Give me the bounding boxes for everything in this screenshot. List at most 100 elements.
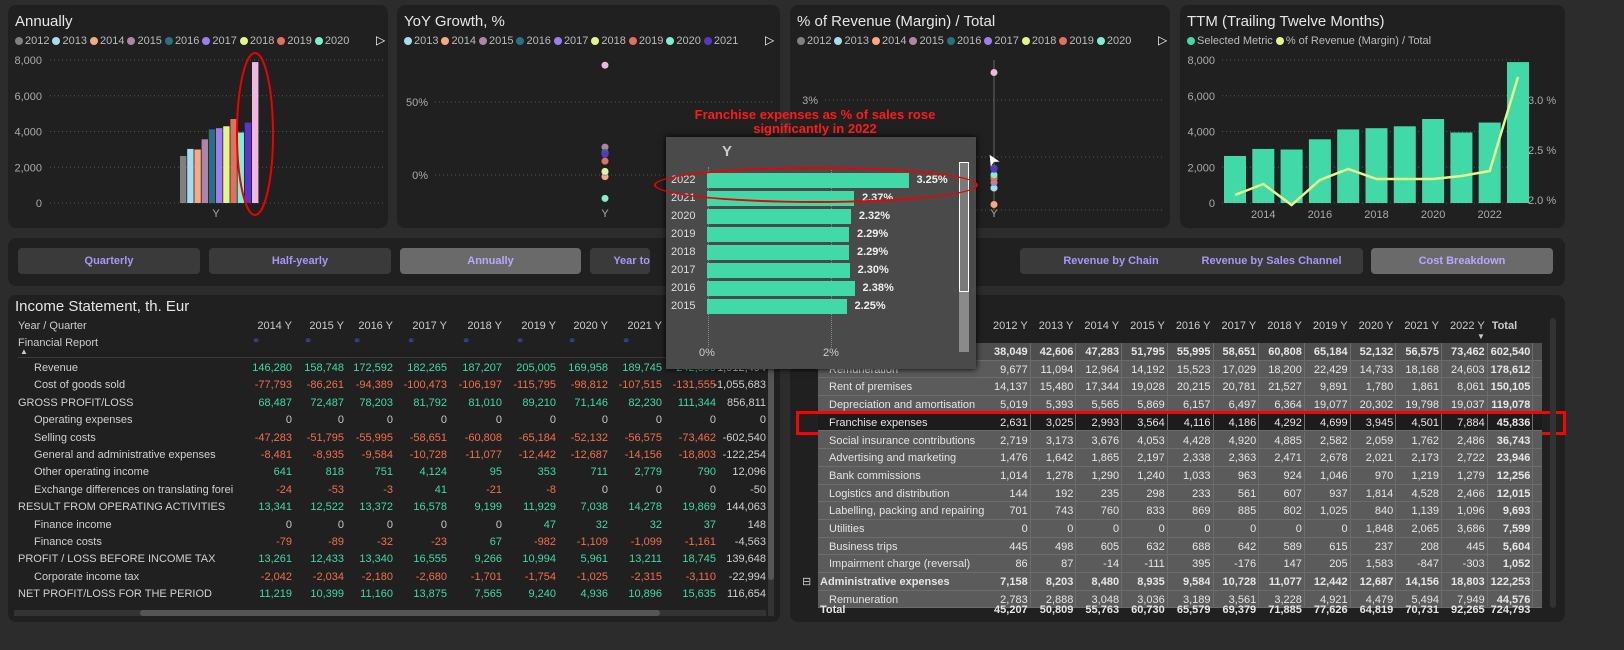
drill-link-icon[interactable]: ⚭ (304, 336, 313, 347)
button-revenue-by-chain[interactable]: Revenue by Chain (1020, 248, 1202, 274)
drill-link-icon[interactable]: ⚭ (353, 336, 362, 347)
legend-item[interactable]: 2014 (441, 35, 476, 47)
legend-item[interactable]: 2018 (239, 35, 275, 47)
button-half-yearly[interactable]: Half-yearly (209, 248, 391, 274)
drill-link-icon[interactable]: ⚭ (516, 336, 525, 347)
legend-item[interactable]: 2020 (314, 35, 349, 47)
legend-item[interactable]: 2014 (89, 35, 124, 47)
value-cell: 119,078 (1491, 399, 1531, 412)
table-row[interactable] (818, 484, 1542, 503)
col-header[interactable]: 2019 Y (1312, 320, 1348, 332)
legend-item[interactable]: 2013 (834, 35, 869, 47)
value-cell: -12,687 (570, 449, 608, 461)
value-cell: 150,105 (1490, 381, 1531, 394)
table-row[interactable] (818, 590, 1542, 609)
table-row[interactable] (818, 413, 1542, 432)
legend-item[interactable]: 2017 (984, 35, 1019, 47)
legend-item[interactable]: 2013 (52, 35, 87, 47)
legend-next-arrow-icon[interactable]: ▷ (765, 33, 775, 47)
legend-item[interactable]: Selected Metric (1187, 35, 1273, 47)
button-year-to[interactable]: Year to (590, 248, 650, 274)
legend-item[interactable]: 2015 (909, 35, 944, 47)
scrollbar-thumb[interactable] (768, 330, 774, 580)
legend-item[interactable]: 2017 (553, 35, 588, 47)
legend-item[interactable]: 2014 (871, 35, 906, 47)
button-annually[interactable]: Annually (400, 248, 581, 274)
table-row[interactable] (818, 520, 1542, 538)
table-row[interactable] (818, 449, 1542, 467)
table-row[interactable] (818, 502, 1542, 520)
col-header[interactable]: 2020 Y (573, 320, 608, 332)
legend-item[interactable]: 2019 (628, 35, 663, 47)
col-header[interactable]: 2020 Y (1358, 320, 1394, 332)
table-row[interactable] (818, 378, 1542, 397)
col-header[interactable]: 2017 Y (412, 320, 447, 332)
legend-label: 2018 (249, 35, 275, 47)
col-header[interactable]: 2012 Y (993, 320, 1028, 332)
col-header[interactable]: 2021 Y (627, 320, 662, 332)
drill-link-icon[interactable]: ⚭ (407, 336, 416, 347)
button-cost-breakdown[interactable]: Cost Breakdown (1371, 248, 1553, 274)
col-divider (1166, 431, 1168, 450)
col-header[interactable]: 2013 Y (1038, 320, 1074, 332)
legend-next-arrow-icon[interactable]: ▷ (376, 33, 386, 47)
col-header[interactable]: 2015 Y (309, 320, 344, 332)
legend-item[interactable]: 2016 (164, 35, 199, 47)
legend-item[interactable]: 2012 (797, 35, 831, 47)
col-header[interactable]: 2018 Y (1267, 320, 1302, 332)
legend-item[interactable]: 2017 (202, 35, 237, 47)
legend-item[interactable]: 2015 (127, 35, 162, 47)
table-row[interactable] (818, 360, 1542, 379)
legend-item[interactable]: 2013 (404, 35, 438, 47)
collapse-icon[interactable]: ⊟ (802, 576, 812, 589)
value-cell: 2,719 (1000, 434, 1028, 447)
col-header[interactable]: 2018 Y (467, 320, 502, 332)
table-row[interactable] (818, 537, 1542, 556)
drill-link-icon[interactable]: ⚭ (252, 336, 261, 347)
button-revenue-by-sales-channel[interactable]: Revenue by Sales Channel (1180, 248, 1363, 274)
vertical-scrollbar[interactable] (1550, 318, 1556, 608)
sort-asc-icon[interactable]: ▲ (20, 347, 28, 356)
table-row[interactable] (818, 466, 1542, 485)
col-header[interactable]: 2019 Y (521, 320, 556, 332)
legend-dot-icon (1187, 37, 1195, 45)
legend-item[interactable]: 2019 (277, 35, 312, 47)
legend-item[interactable]: 2012 (15, 35, 49, 47)
legend-item[interactable]: 2020 (666, 35, 701, 47)
legend-item[interactable]: 2015 (478, 35, 513, 47)
drill-link-icon[interactable]: ⚭ (622, 336, 631, 347)
col-header[interactable]: Total (1491, 320, 1518, 332)
legend-item[interactable]: 2018 (1021, 35, 1056, 47)
scrollbar-thumb[interactable] (140, 610, 660, 616)
drill-link-icon[interactable]: ⚭ (462, 336, 471, 347)
legend-item[interactable]: % of Revenue (Margin) / Total (1275, 35, 1431, 47)
legend-item[interactable]: 2021 (703, 35, 738, 47)
col-header[interactable]: 2016 Y (1175, 320, 1211, 332)
col-header[interactable]: 2014 Y (1084, 320, 1120, 332)
table-row[interactable] (818, 555, 1542, 574)
table-row[interactable] (818, 431, 1542, 450)
legend-next-arrow-icon[interactable]: ▷ (1158, 33, 1168, 47)
col-header[interactable]: 2017 Y (1221, 320, 1257, 332)
value-cell: -131,555 (672, 379, 716, 392)
col-divider (1349, 555, 1351, 574)
col-header[interactable]: 2016 Y (358, 320, 393, 332)
button-quarterly[interactable]: Quarterly (18, 248, 200, 274)
col-header[interactable]: 2022 Y (1450, 320, 1485, 332)
drill-link-icon[interactable]: ⚭ (568, 336, 577, 347)
value-cell: 0 (1067, 523, 1074, 535)
legend-item[interactable]: 2016 (516, 35, 551, 47)
legend-item[interactable]: 2016 (946, 35, 981, 47)
table-row[interactable] (818, 573, 1542, 591)
legend-item[interactable]: 2018 (591, 35, 626, 47)
col-header[interactable]: 2021 Y (1404, 320, 1439, 332)
col-header[interactable]: 2015 Y (1130, 320, 1165, 332)
legend-item[interactable]: 2020 (1096, 35, 1131, 47)
row-header-financial-report[interactable]: Financial Report (18, 337, 99, 349)
table-row[interactable] (818, 343, 1542, 361)
col-header[interactable]: 2014 Y (257, 320, 292, 332)
value-cell: 11,094 (1040, 363, 1074, 376)
legend-item[interactable]: 2019 (1059, 35, 1094, 47)
tooltip-scrollbar-thumb[interactable] (959, 162, 969, 292)
sort-desc-icon[interactable]: ▼ (1477, 332, 1485, 341)
